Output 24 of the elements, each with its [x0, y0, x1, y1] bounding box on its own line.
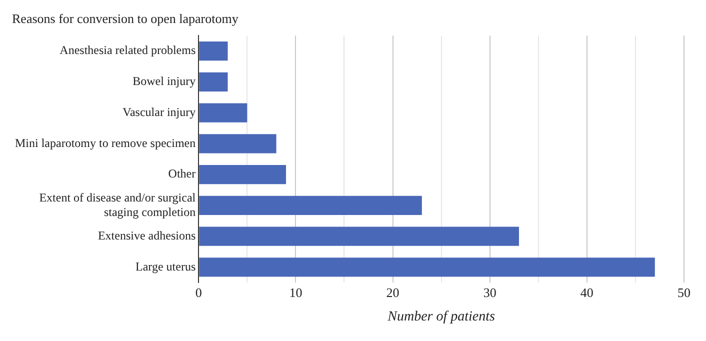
bar	[199, 103, 248, 122]
x-tick-label: 40	[580, 284, 594, 300]
bar	[199, 164, 286, 184]
bar	[199, 72, 228, 92]
x-tick-label: 30	[483, 284, 496, 300]
x-tick-label: 50	[678, 284, 690, 300]
y-tick-label: Anesthesia related problems	[60, 43, 196, 58]
y-tick-label: Other	[168, 166, 196, 181]
x-axis-title: Number of patients	[386, 309, 496, 324]
bar	[199, 134, 276, 154]
bar	[199, 41, 228, 61]
bar	[199, 226, 519, 246]
y-tick-label: Large uterus	[136, 259, 196, 274]
bar	[199, 258, 655, 277]
y-tick-label: Extent of disease and/or surgical staging completion	[39, 190, 196, 219]
x-tick-label: 10	[289, 284, 302, 300]
y-tick-label: Extensive adhesions	[98, 228, 196, 242]
x-tick-label: 0	[195, 284, 202, 300]
y-tick-label: Bowel injury	[132, 74, 196, 88]
y-tick-label: Mini laparotomy to remove specimen	[14, 136, 196, 150]
bar	[199, 196, 422, 215]
y-tick-label: Vascular injury	[122, 104, 196, 119]
chart-title: Reasons for conversion to open laparotomy	[12, 11, 239, 26]
x-tick-label: 20	[386, 284, 400, 300]
